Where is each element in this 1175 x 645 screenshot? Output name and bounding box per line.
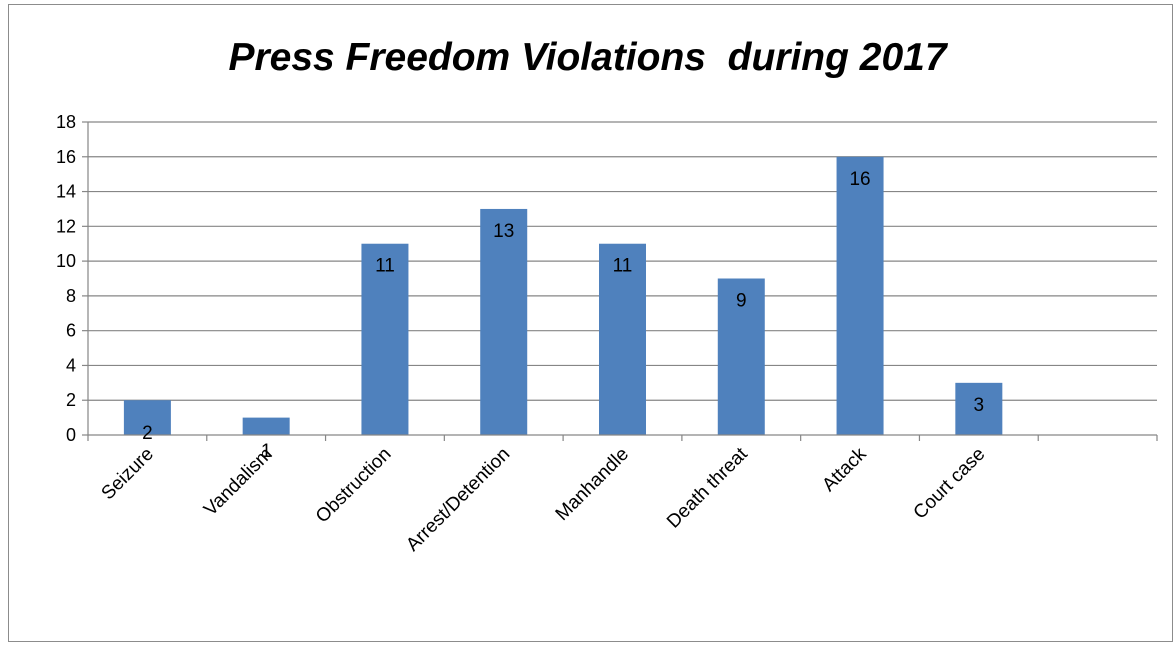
y-tick-label-8: 8 [66, 286, 76, 306]
y-tick-label-12: 12 [56, 216, 76, 236]
bar-vandalism [242, 417, 290, 435]
data-label-obstruction: 11 [375, 256, 395, 277]
bar-obstruction [361, 243, 409, 435]
bar-seizure [123, 400, 171, 435]
chart-frame [8, 4, 1173, 642]
y-tick-label-18: 18 [56, 112, 76, 132]
category-label-court-case: Court case [910, 444, 990, 524]
y-tick-label-0: 0 [66, 425, 76, 445]
bar-court-case [955, 382, 1003, 435]
data-label-attack: 16 [849, 169, 870, 190]
data-label-death-threat: 9 [736, 291, 747, 312]
category-label-obstruction: Obstruction [312, 444, 396, 528]
category-label-death-threat: Death threat [663, 443, 752, 532]
y-tick-label-6: 6 [66, 321, 76, 341]
category-label-seizure: Seizure [98, 444, 158, 504]
bar-arrest-detention [480, 208, 528, 435]
y-tick-label-14: 14 [56, 182, 76, 202]
y-tick-label-16: 16 [56, 147, 76, 167]
category-label-attack: Attack [818, 443, 871, 496]
y-tick-label-2: 2 [66, 390, 76, 410]
bar-attack [836, 156, 884, 435]
y-tick-label-10: 10 [56, 251, 76, 271]
data-label-arrest-detention: 13 [493, 221, 514, 242]
bar-manhandle [599, 243, 646, 435]
bar-death-threat [717, 278, 765, 435]
category-label-arrest-detention: Arrest/Detention [402, 444, 514, 556]
data-label-manhandle: 11 [613, 256, 633, 277]
category-label-manhandle: Manhandle [552, 444, 633, 525]
data-label-court-case: 3 [974, 395, 985, 416]
chart-title: Press Freedom Violations during 2017 [228, 36, 947, 79]
data-label-vandalism: 1 [261, 441, 272, 462]
y-tick-label-4: 4 [66, 355, 76, 375]
data-label-seizure: 2 [142, 423, 153, 444]
bars [123, 156, 1003, 435]
